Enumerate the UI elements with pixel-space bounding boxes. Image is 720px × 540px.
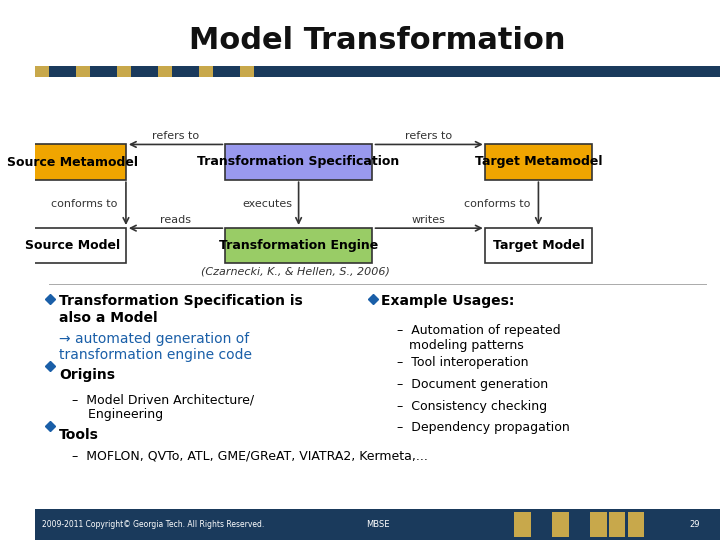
Text: (Czarnecki, K., & Hellen, S., 2006): (Czarnecki, K., & Hellen, S., 2006) bbox=[201, 267, 390, 276]
Text: –  Dependency propagation: – Dependency propagation bbox=[397, 421, 570, 434]
Text: Origins: Origins bbox=[59, 368, 114, 382]
Bar bbox=[515, 512, 531, 537]
Bar bbox=[35, 66, 720, 77]
FancyBboxPatch shape bbox=[485, 228, 592, 263]
Bar bbox=[590, 512, 606, 537]
Text: refers to: refers to bbox=[405, 131, 452, 141]
FancyBboxPatch shape bbox=[485, 145, 592, 179]
Text: MBSE: MBSE bbox=[366, 520, 389, 529]
Text: Transformation Specification is
also a Model: Transformation Specification is also a M… bbox=[59, 294, 302, 325]
Bar bbox=[117, 66, 131, 77]
Bar bbox=[240, 66, 254, 77]
Bar bbox=[55, 66, 69, 77]
Text: Tools: Tools bbox=[59, 428, 99, 442]
Bar bbox=[609, 512, 626, 537]
Text: refers to: refers to bbox=[152, 131, 199, 141]
Bar bbox=[35, 509, 720, 540]
Bar bbox=[96, 66, 110, 77]
Text: –  Tool interoperation: – Tool interoperation bbox=[397, 356, 528, 369]
Bar bbox=[158, 66, 172, 77]
Text: Target Model: Target Model bbox=[492, 239, 584, 252]
FancyBboxPatch shape bbox=[225, 228, 372, 263]
FancyBboxPatch shape bbox=[19, 228, 125, 263]
Bar bbox=[552, 512, 569, 537]
FancyBboxPatch shape bbox=[225, 145, 372, 179]
Text: Source Model: Source Model bbox=[25, 239, 120, 252]
Text: executes: executes bbox=[243, 199, 293, 208]
Text: Example Usages:: Example Usages: bbox=[381, 294, 514, 308]
Bar bbox=[534, 512, 550, 537]
Bar bbox=[138, 66, 151, 77]
Text: Transformation Specification: Transformation Specification bbox=[197, 156, 400, 168]
Bar bbox=[35, 66, 48, 77]
FancyBboxPatch shape bbox=[19, 145, 125, 179]
Text: –  Model Driven Architecture/
    Engineering: – Model Driven Architecture/ Engineering bbox=[73, 393, 255, 421]
Bar bbox=[179, 66, 192, 77]
Text: writes: writes bbox=[412, 215, 446, 225]
Text: conforms to: conforms to bbox=[51, 199, 117, 208]
Bar bbox=[261, 66, 274, 77]
Bar bbox=[571, 512, 588, 537]
Text: –  Document generation: – Document generation bbox=[397, 378, 548, 391]
Text: 29: 29 bbox=[689, 520, 699, 529]
Text: 2009-2011 Copyright© Georgia Tech. All Rights Reserved.: 2009-2011 Copyright© Georgia Tech. All R… bbox=[42, 520, 264, 529]
Bar bbox=[199, 66, 213, 77]
Bar bbox=[220, 66, 233, 77]
Text: –  MOFLON, QVTo, ATL, GME/GReAT, VIATRA2, Kermeta,...: – MOFLON, QVTo, ATL, GME/GReAT, VIATRA2,… bbox=[73, 449, 428, 462]
Text: reads: reads bbox=[160, 215, 191, 225]
Text: → automated generation of
transformation engine code: → automated generation of transformation… bbox=[59, 332, 252, 362]
Bar bbox=[76, 66, 89, 77]
Text: Target Metamodel: Target Metamodel bbox=[474, 156, 602, 168]
Text: Source Metamodel: Source Metamodel bbox=[7, 156, 138, 168]
Text: conforms to: conforms to bbox=[464, 199, 531, 208]
Text: Transformation Engine: Transformation Engine bbox=[219, 239, 378, 252]
Text: –  Consistency checking: – Consistency checking bbox=[397, 400, 546, 413]
Bar bbox=[628, 512, 644, 537]
Text: –  Automation of repeated
   modeling patterns: – Automation of repeated modeling patter… bbox=[397, 324, 560, 352]
Text: Model Transformation: Model Transformation bbox=[189, 26, 566, 55]
